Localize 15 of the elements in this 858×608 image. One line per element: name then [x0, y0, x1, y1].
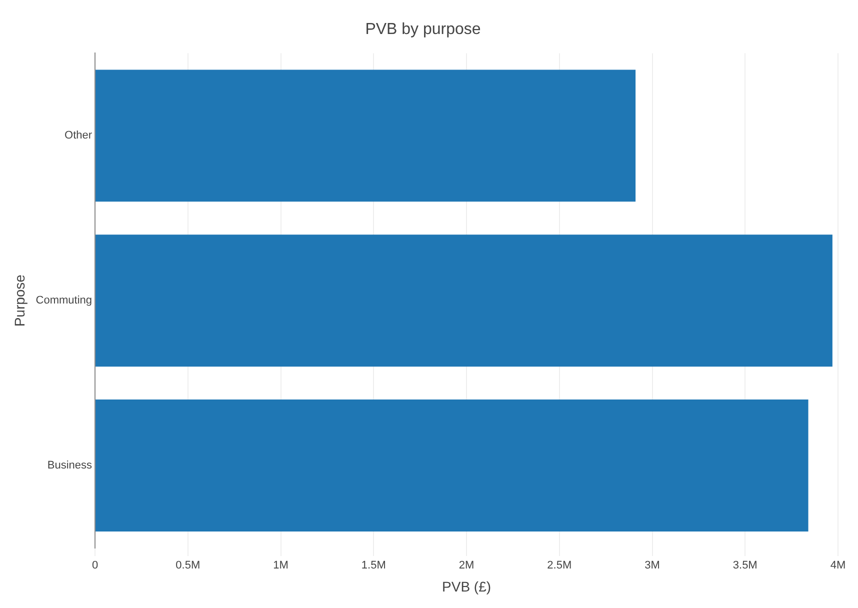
chart-title: PVB by purpose	[365, 21, 481, 38]
x-tick-label: 1M	[273, 560, 288, 572]
x-tick-label: 2M	[458, 560, 474, 572]
x-tick-label: 0	[92, 560, 98, 572]
y-tick-label: Business	[47, 460, 93, 472]
x-axis-title: PVB (£)	[442, 578, 492, 594]
y-tick-label: Commuting	[36, 294, 92, 307]
y-tick-label: Other	[64, 130, 92, 142]
x-tick-label: 3M	[644, 560, 660, 572]
x-tick-label: 2.5M	[547, 560, 572, 572]
x-tick-label: 0.5M	[176, 560, 200, 572]
x-tick-label: 1.5M	[361, 560, 386, 572]
x-tick-label: 4M	[830, 560, 846, 572]
x-tick-label: 3.5M	[732, 560, 758, 572]
y-axis-title: Purpose	[11, 274, 28, 327]
